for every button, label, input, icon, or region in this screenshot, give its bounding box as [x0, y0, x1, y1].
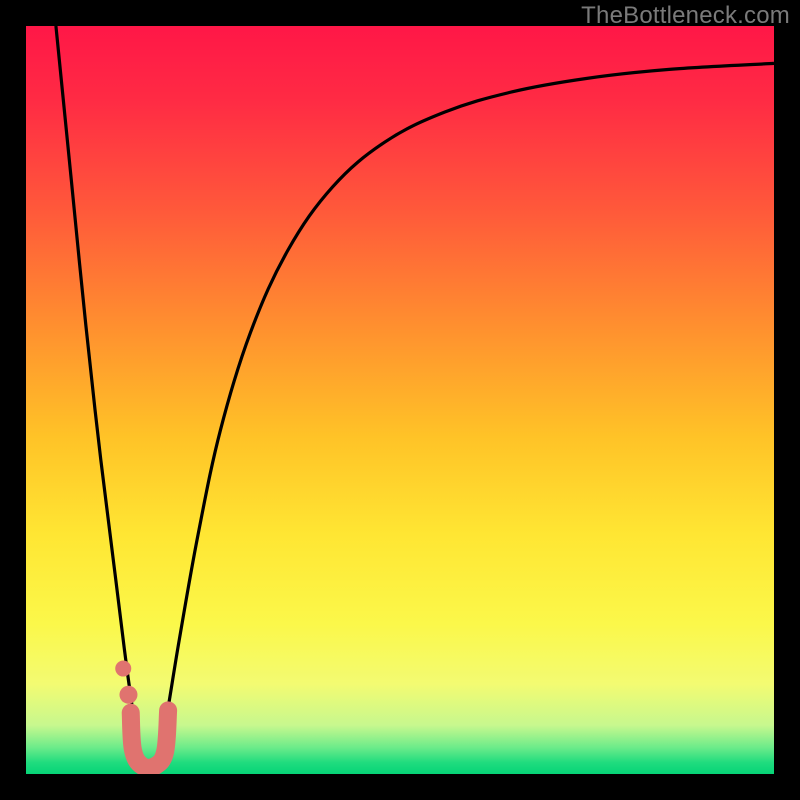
marker-dot	[115, 661, 131, 677]
gradient-background	[26, 26, 774, 774]
watermark-text: TheBottleneck.com	[581, 2, 790, 30]
chart-frame: TheBottleneck.com	[0, 0, 800, 800]
bottleneck-chart-svg	[0, 0, 800, 800]
marker-dot	[119, 686, 137, 704]
